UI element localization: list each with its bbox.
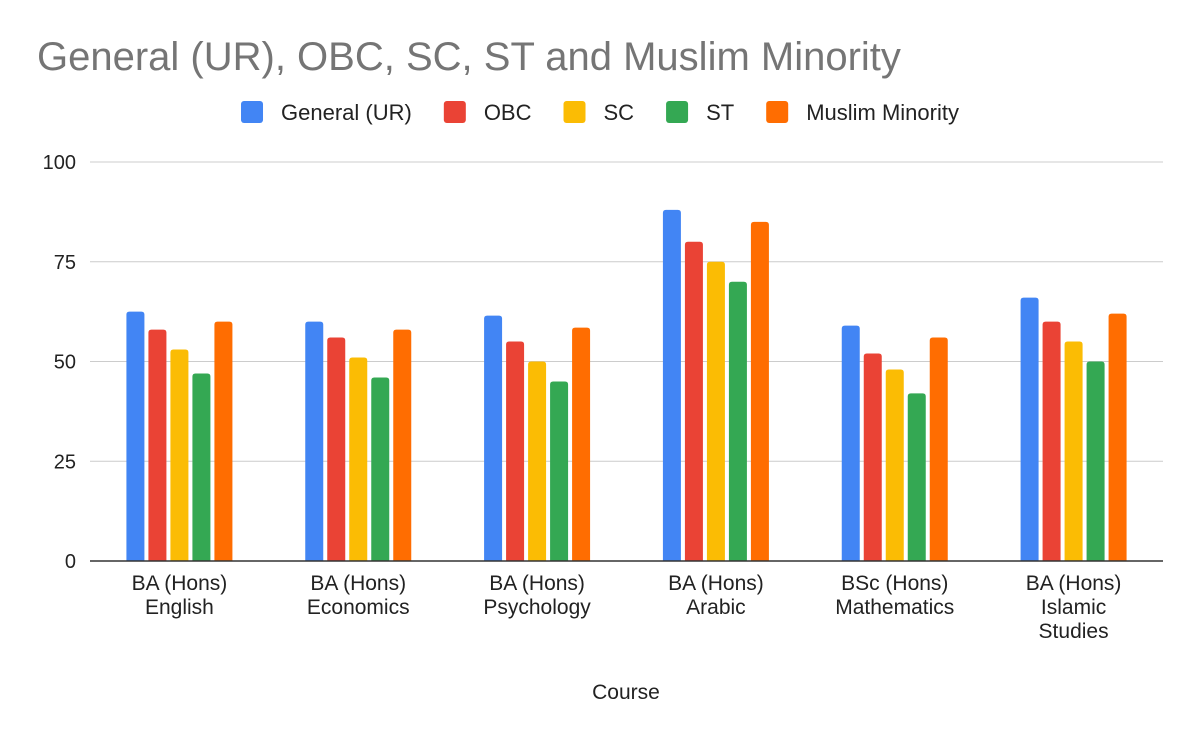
- legend-swatch: [241, 101, 264, 123]
- bar: [349, 357, 368, 561]
- legend-swatch: [666, 101, 689, 123]
- x-tick-label: Arabic: [686, 596, 746, 619]
- bar: [863, 353, 882, 561]
- bars: [126, 209, 1127, 562]
- x-tick-label: BA (Hons): [310, 572, 406, 595]
- x-tick-label: BA (Hons): [132, 572, 228, 595]
- bar: [327, 337, 346, 561]
- bar: [393, 329, 412, 561]
- x-tick-label: English: [145, 596, 214, 619]
- x-tick-label: Psychology: [483, 596, 591, 619]
- bar: [484, 315, 503, 561]
- bar: [528, 361, 547, 561]
- x-tick-label: Studies: [1039, 620, 1109, 643]
- legend-label: Muslim Minority: [806, 100, 959, 125]
- y-axis-ticks: 0 25 50 75 100: [43, 152, 76, 573]
- x-tick-label: BSc (Hons): [841, 572, 948, 595]
- legend-label: OBC: [484, 100, 532, 125]
- x-tick-label: BA (Hons): [668, 572, 764, 595]
- bar: [192, 373, 211, 561]
- y-tick-label: 75: [54, 252, 76, 274]
- legend-swatch: [766, 101, 789, 123]
- bar: [305, 321, 324, 561]
- x-tick-label: BA (Hons): [489, 572, 585, 595]
- bar: [750, 221, 769, 561]
- legend-swatch: [563, 101, 586, 123]
- gridlines: [90, 161, 1163, 462]
- bar: [1020, 297, 1039, 561]
- bar: [1042, 321, 1061, 561]
- x-tick-label: Islamic: [1041, 596, 1106, 619]
- legend-label: SC: [604, 100, 635, 125]
- y-tick-label: 50: [54, 352, 76, 374]
- bar: [1086, 361, 1105, 561]
- bar: [572, 327, 591, 561]
- bar: [506, 341, 525, 561]
- bar: [706, 261, 725, 561]
- y-tick-label: 100: [43, 152, 76, 174]
- bar: [841, 325, 860, 561]
- x-axis-title: Course: [592, 681, 660, 704]
- bar: [684, 241, 703, 562]
- y-tick-label: 0: [65, 551, 76, 573]
- bar: [170, 349, 189, 561]
- bar: [728, 281, 747, 561]
- bar: [371, 377, 390, 561]
- bar: [929, 337, 948, 561]
- bar: [907, 393, 926, 561]
- bar: [1108, 313, 1127, 561]
- bar: [662, 209, 681, 561]
- x-tick-label: Mathematics: [835, 596, 954, 619]
- y-tick-label: 25: [54, 451, 76, 473]
- chart-title: General (UR), OBC, SC, ST and Muslim Min…: [37, 35, 901, 79]
- x-tick-label: BA (Hons): [1026, 572, 1122, 595]
- bar: [1064, 341, 1083, 561]
- bar: [214, 321, 233, 561]
- bar: [550, 381, 569, 561]
- legend-label: ST: [706, 100, 734, 125]
- legend-label: General (UR): [281, 100, 412, 125]
- x-tick-label: Economics: [307, 596, 410, 619]
- legend: General (UR) OBC SC ST Muslim Minority: [241, 100, 959, 125]
- bar: [885, 369, 904, 561]
- legend-swatch: [443, 101, 466, 123]
- bar: [126, 311, 145, 561]
- bar: [148, 329, 167, 561]
